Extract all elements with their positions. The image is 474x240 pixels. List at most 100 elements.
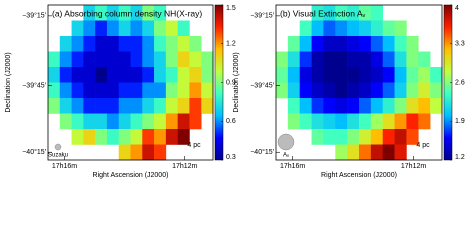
cell — [142, 82, 155, 99]
cell — [406, 51, 419, 68]
y-tick-label: −39°15′ — [250, 12, 274, 20]
cell — [201, 67, 214, 83]
cell — [83, 5, 96, 21]
x-tick-label: 17h12m — [401, 163, 426, 170]
cell — [130, 144, 143, 161]
cell — [177, 98, 190, 114]
cell — [154, 98, 167, 114]
cell — [370, 144, 384, 161]
cell — [48, 67, 61, 83]
cell — [370, 129, 384, 145]
cell — [106, 5, 120, 21]
cell — [323, 67, 336, 83]
cell — [394, 51, 407, 68]
cell — [359, 5, 372, 21]
cell — [83, 129, 96, 145]
cell — [95, 67, 108, 83]
cell — [165, 129, 178, 145]
cell — [83, 36, 96, 52]
cell — [370, 98, 384, 114]
cell — [95, 36, 108, 52]
cell — [359, 20, 372, 37]
cell — [130, 82, 143, 99]
cell — [118, 67, 131, 83]
cell — [59, 51, 72, 68]
cell — [276, 82, 289, 99]
cell — [165, 98, 178, 114]
cell — [83, 113, 96, 130]
cell — [165, 113, 178, 130]
cell — [359, 82, 372, 99]
cell — [177, 20, 190, 37]
cell — [71, 51, 84, 68]
cell — [154, 129, 167, 145]
colorbar-tick-label: 1.2 — [455, 154, 465, 161]
frame — [275, 4, 443, 161]
cell — [142, 51, 155, 68]
cell — [311, 51, 324, 68]
cell — [287, 82, 301, 99]
cell — [335, 5, 348, 21]
cell — [299, 82, 312, 99]
cell — [177, 113, 190, 130]
cell — [95, 82, 108, 99]
cell — [106, 67, 120, 83]
cell — [276, 67, 289, 83]
cell — [394, 144, 407, 161]
cell — [177, 67, 190, 83]
cell — [382, 144, 395, 161]
cell — [347, 82, 360, 99]
cell — [370, 113, 384, 130]
cell — [323, 36, 336, 52]
cell — [287, 113, 301, 130]
cell — [323, 113, 336, 130]
cell — [48, 51, 61, 68]
cell — [95, 20, 108, 37]
cell — [142, 5, 155, 21]
cell — [48, 98, 61, 114]
cell — [382, 113, 395, 130]
cell — [106, 82, 120, 99]
cell — [130, 129, 143, 145]
cell — [287, 51, 301, 68]
cell — [382, 20, 395, 37]
cell — [287, 36, 301, 52]
cell — [142, 98, 155, 114]
colorbar-tick-label: 0.9 — [226, 79, 236, 86]
cell — [335, 36, 348, 52]
cell — [370, 82, 384, 99]
cell — [359, 98, 372, 114]
cell — [347, 5, 360, 21]
cell — [430, 98, 443, 114]
cell — [59, 98, 72, 114]
colorbar-tick-label: 0.6 — [226, 118, 236, 125]
panel-title: (b) Visual Extinction Aᵥ — [280, 8, 366, 18]
cell — [71, 36, 84, 52]
cell — [154, 82, 167, 99]
cell — [130, 51, 143, 68]
cell — [189, 82, 202, 99]
cell — [71, 113, 84, 130]
cell — [118, 129, 131, 145]
cell — [106, 20, 120, 37]
cell — [311, 5, 324, 21]
cell — [359, 113, 372, 130]
cell — [394, 82, 407, 99]
cell — [406, 82, 419, 99]
cell — [323, 129, 336, 145]
cell — [359, 36, 372, 52]
y-tick-label: −39°15′ — [22, 12, 46, 20]
cell — [335, 51, 348, 68]
cell — [335, 20, 348, 37]
cell — [201, 82, 214, 99]
cell — [189, 98, 202, 114]
colorbar-tick-label: 0.3 — [226, 154, 236, 161]
cell — [142, 36, 155, 52]
cell — [335, 144, 348, 161]
cell — [154, 5, 167, 21]
cell — [382, 98, 395, 114]
cell — [201, 51, 214, 68]
cell — [189, 67, 202, 83]
cell — [154, 67, 167, 83]
cell — [130, 5, 143, 21]
